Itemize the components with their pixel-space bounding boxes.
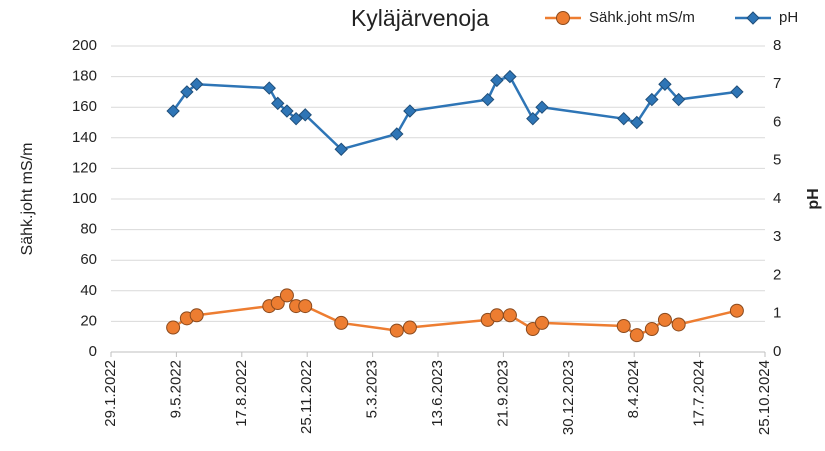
data-point — [189, 77, 204, 91]
y2-tick-label: 7 — [773, 75, 781, 92]
x-tick-label: 17.7.2024 — [691, 360, 708, 427]
data-point — [279, 288, 294, 303]
data-point — [658, 77, 672, 91]
y2-axis-title: pH — [805, 188, 822, 209]
data-point — [730, 85, 744, 99]
data-point — [289, 111, 303, 126]
data-point — [629, 328, 644, 343]
x-tick-label: 25.11.2022 — [298, 360, 315, 434]
data-point — [535, 100, 549, 114]
data-point — [389, 323, 404, 338]
data-point — [503, 69, 517, 84]
data-point — [334, 315, 349, 330]
data-point — [502, 308, 517, 323]
y-tick-label: 60 — [80, 251, 97, 268]
data-point — [298, 299, 313, 314]
data-point — [630, 115, 644, 130]
data-point — [526, 111, 540, 126]
data-point — [270, 296, 285, 311]
data-point — [298, 108, 312, 122]
x-tick-label: 17.8.2022 — [233, 360, 250, 427]
data-point — [402, 320, 417, 335]
y-tick-label: 0 — [89, 343, 97, 360]
y2-tick-label: 8 — [773, 37, 781, 54]
y2-tick-label: 6 — [773, 113, 781, 130]
data-point — [262, 81, 276, 95]
x-tick-label: 5.3.2023 — [364, 360, 381, 418]
data-point — [616, 318, 631, 333]
chart-title: Kyläjärvenoja — [351, 5, 489, 31]
data-point — [334, 142, 348, 156]
y-tick-label: 100 — [72, 190, 97, 207]
data-point — [617, 111, 631, 126]
legend-label: pH — [779, 9, 798, 26]
y2-tick-label: 0 — [773, 343, 781, 360]
data-point — [280, 104, 294, 118]
data-point — [490, 73, 504, 88]
data-point — [166, 320, 181, 335]
x-tick-label: 25.10.2024 — [756, 360, 773, 435]
data-point — [403, 104, 417, 118]
y-tick-label: 200 — [72, 37, 97, 54]
y2-tick-label: 2 — [773, 266, 781, 283]
x-tick-label: 29.1.2022 — [102, 360, 119, 427]
data-point — [671, 92, 686, 107]
data-point — [489, 308, 504, 323]
y-tick-label: 120 — [72, 159, 97, 176]
data-point — [189, 308, 204, 323]
data-point — [657, 312, 672, 327]
y2-tick-label: 5 — [773, 152, 781, 169]
x-tick-label: 9.5.2022 — [167, 360, 184, 418]
data-point — [645, 92, 659, 107]
data-point — [390, 127, 404, 141]
legend-marker — [746, 11, 760, 25]
data-point — [271, 96, 285, 111]
y2-tick-label: 3 — [773, 228, 781, 245]
data-point — [644, 322, 659, 337]
data-point — [480, 92, 495, 107]
x-tick-label: 30.12.2023 — [560, 360, 577, 435]
series-line — [172, 75, 738, 151]
x-tick-label: 8.4.2024 — [625, 360, 642, 418]
y-tick-label: 180 — [72, 68, 97, 85]
y-tick-label: 40 — [80, 282, 97, 299]
data-point — [166, 104, 180, 118]
x-tick-label: 13.6.2023 — [429, 360, 446, 427]
data-point — [534, 315, 549, 330]
y-tick-label: 140 — [72, 129, 97, 146]
data-point — [180, 85, 194, 99]
legend-marker — [556, 11, 570, 25]
y2-tick-label: 1 — [773, 305, 781, 322]
y-tick-label: 20 — [80, 312, 97, 329]
data-point — [671, 317, 686, 332]
y-tick-label: 160 — [72, 98, 97, 115]
legend-label: Sähk.joht mS/m — [589, 9, 695, 26]
x-tick-label: 21.9.2023 — [494, 360, 511, 427]
y-tick-label: 80 — [80, 221, 97, 238]
y-axis-title: Sähk.joht mS/m — [19, 143, 36, 256]
y2-tick-label: 4 — [773, 190, 781, 207]
data-point — [729, 303, 744, 318]
